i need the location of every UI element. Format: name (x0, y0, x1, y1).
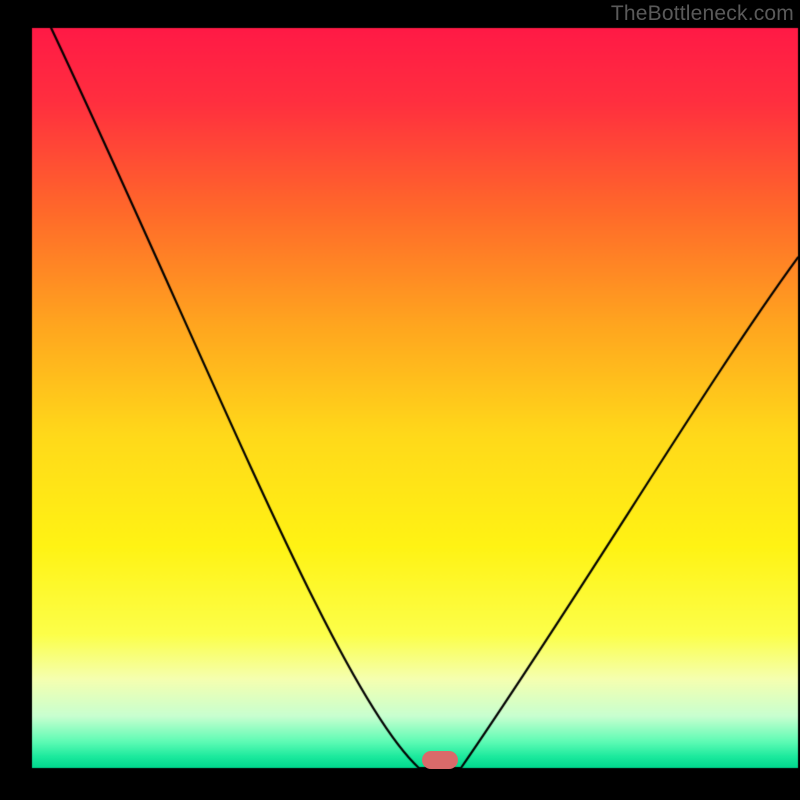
chart-container: TheBottleneck.com (0, 0, 800, 800)
optimal-point-marker (422, 751, 458, 769)
watermark-text: TheBottleneck.com (611, 2, 794, 26)
bottleneck-curve (0, 0, 800, 800)
